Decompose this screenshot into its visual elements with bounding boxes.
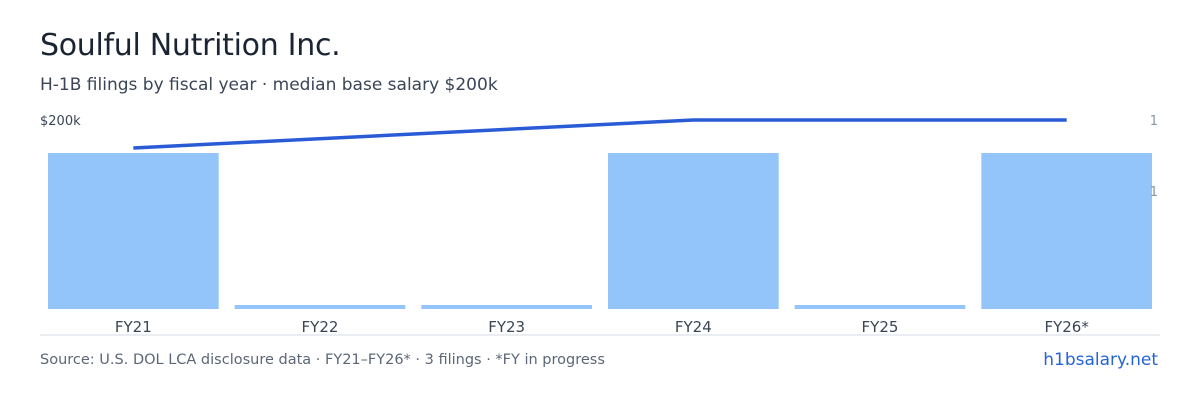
right-axis-tick-label: 1	[1150, 114, 1158, 129]
x-tick-label: FY26*	[1044, 318, 1089, 336]
bar-fy24	[608, 153, 779, 309]
x-tick-label: FY24	[675, 318, 712, 336]
x-tick-label: FY22	[302, 318, 339, 336]
bar-fy23	[421, 305, 592, 309]
x-tick-label: FY23	[488, 318, 525, 336]
chart-title: Soulful Nutrition Inc.	[40, 28, 341, 63]
salary-line	[133, 118, 1067, 150]
x-tick-label: FY21	[115, 318, 152, 336]
footer: Source: U.S. DOL LCA disclosure data · F…	[0, 350, 1200, 374]
bar-fy25	[794, 305, 966, 309]
chart-area: FY21 FY22 FY23 FY24 FY25 FY26* $200k 1 1	[40, 114, 1160, 336]
bar-fy26-partial	[981, 153, 1152, 309]
x-tick-label: FY25	[862, 318, 899, 336]
right-axis-tick-label: 1	[1150, 185, 1158, 200]
chart-subtitle: H-1B filings by fiscal year · median bas…	[40, 75, 498, 95]
bar-fy21	[48, 153, 219, 309]
source-note: Source: U.S. DOL LCA disclosure data · F…	[40, 352, 605, 368]
bar-fy22	[234, 305, 406, 309]
brand-link[interactable]: h1bsalary.net	[1043, 350, 1158, 370]
left-axis-tick-label: $200k	[40, 114, 81, 129]
